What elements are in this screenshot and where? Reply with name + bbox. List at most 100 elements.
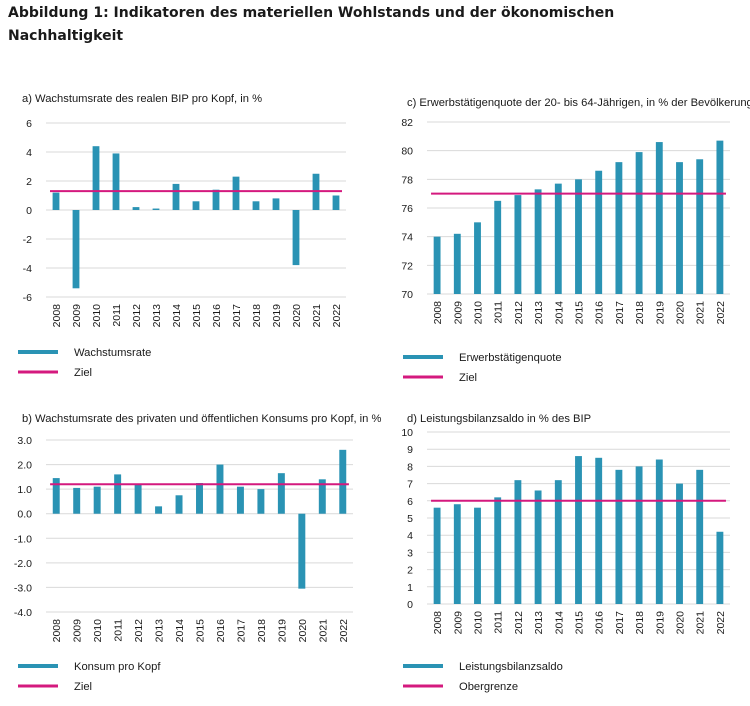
chart-c-title: c) Erwerbstätigenquote der 20- bis 64-Jä… — [407, 97, 750, 109]
legend-bar-label: Leistungsbilanzsaldo — [459, 661, 563, 673]
x-tick-label: 2018 — [634, 301, 646, 325]
bar-2009 — [72, 210, 80, 289]
x-tick-label: 2018 — [251, 304, 263, 328]
y-tick-label: -6 — [23, 292, 32, 304]
bar-2017 — [232, 176, 240, 210]
y-tick-label: 0 — [26, 205, 32, 217]
y-tick-label: 6 — [26, 118, 32, 130]
y-tick-label: 8 — [407, 461, 413, 473]
legend-line-label: Obergrenze — [459, 681, 518, 693]
chart-a-legend: Wachstumsrate Ziel — [18, 347, 151, 379]
x-tick-label: 2012 — [513, 301, 525, 325]
chart-a-title: a) Wachstumsrate des realen BIP pro Kopf… — [22, 93, 262, 105]
x-tick-label: 2009 — [72, 619, 84, 643]
bar-2020 — [292, 210, 300, 266]
y-tick-label: -2 — [23, 234, 32, 246]
bar-2010 — [474, 507, 481, 604]
x-tick-label: 2010 — [473, 611, 485, 635]
bar-2011 — [112, 153, 120, 210]
bar-2012 — [514, 480, 522, 604]
x-tick-label: 2021 — [695, 611, 707, 635]
bar-2009 — [453, 233, 461, 294]
y-tick-label: 1 — [407, 582, 413, 594]
bar-2015 — [575, 179, 582, 294]
bar-2008 — [52, 478, 60, 514]
bar-2011 — [494, 200, 502, 294]
x-tick-label: 2014 — [553, 611, 565, 635]
x-tick-label: 2011 — [111, 304, 123, 327]
bar-2014 — [554, 183, 562, 294]
bar-2013 — [534, 490, 542, 604]
y-tick-label: 72 — [401, 260, 413, 272]
x-tick-label: 2015 — [574, 611, 586, 635]
bar-2016 — [216, 464, 224, 514]
bar-2018 — [635, 466, 643, 604]
x-tick-label: 2015 — [574, 301, 586, 325]
x-tick-label: 2008 — [432, 301, 444, 325]
chart-a-panel: a) Wachstumsrate des realen BIP pro Kopf… — [18, 93, 346, 379]
y-tick-label: 2 — [407, 565, 413, 577]
y-tick-label: 2.0 — [17, 460, 32, 472]
bar-2014 — [175, 495, 183, 514]
chart-d-panel: d) Leistungsbilanzsaldo in % des BIP1098… — [401, 413, 730, 693]
x-tick-label: 2013 — [533, 301, 545, 325]
y-tick-label: 1.0 — [17, 484, 32, 496]
x-tick-label: 2012 — [133, 619, 145, 643]
y-tick-label: 10 — [401, 427, 413, 439]
x-tick-label: 2009 — [71, 304, 83, 328]
bar-2016 — [595, 457, 603, 604]
x-tick-label: 2017 — [614, 611, 626, 635]
y-tick-label: 4 — [26, 147, 32, 159]
bar-2013 — [152, 208, 160, 210]
bar-2021 — [696, 159, 704, 294]
legend-line-label: Ziel — [74, 367, 92, 379]
x-tick-label: 2019 — [276, 619, 288, 643]
chart-c-panel: c) Erwerbstätigenquote der 20- bis 64-Jä… — [401, 97, 750, 384]
bar-2017 — [236, 486, 244, 514]
x-tick-label: 2008 — [51, 619, 63, 643]
y-tick-label: 78 — [401, 174, 413, 186]
bar-2022 — [339, 449, 347, 514]
y-tick-label: -3.0 — [14, 582, 32, 594]
bar-2014 — [172, 183, 180, 210]
bar-2021 — [318, 479, 326, 514]
bar-2016 — [595, 170, 603, 294]
bar-2018 — [257, 489, 265, 514]
x-tick-label: 2010 — [473, 301, 485, 325]
chart-d-legend: Leistungsbilanzsaldo Obergrenze — [403, 661, 563, 693]
x-tick-label: 2009 — [452, 301, 464, 325]
legend-bar-label: Erwerbstätigenquote — [459, 352, 562, 364]
y-tick-label: 7 — [407, 479, 413, 491]
x-tick-label: 2010 — [92, 619, 104, 643]
y-tick-label: 5 — [407, 513, 413, 525]
x-tick-label: 2019 — [654, 301, 666, 325]
x-tick-label: 2021 — [695, 301, 707, 325]
y-tick-label: 80 — [401, 146, 413, 158]
legend-bar-label: Wachstumsrate — [74, 347, 151, 359]
x-tick-label: 2011 — [493, 611, 505, 634]
legend-line-label: Ziel — [459, 372, 477, 384]
y-tick-label: 74 — [401, 232, 413, 244]
x-tick-label: 2019 — [271, 304, 283, 328]
y-tick-label: 6 — [407, 496, 413, 508]
x-tick-label: 2015 — [191, 304, 203, 328]
y-tick-label: 3 — [407, 547, 413, 559]
x-tick-label: 2011 — [113, 619, 125, 642]
bar-2018 — [252, 201, 260, 210]
x-tick-label: 2015 — [195, 619, 207, 643]
x-tick-label: 2013 — [151, 304, 163, 328]
bar-2012 — [514, 195, 522, 294]
x-tick-label: 2012 — [513, 611, 525, 635]
x-tick-label: 2022 — [331, 304, 343, 328]
x-tick-label: 2021 — [311, 304, 323, 328]
x-tick-label: 2008 — [432, 611, 444, 635]
bar-2020 — [298, 513, 306, 589]
chart-d-title: d) Leistungsbilanzsaldo in % des BIP — [407, 413, 591, 425]
bar-2022 — [716, 140, 724, 294]
y-tick-label: -1.0 — [14, 533, 32, 545]
x-tick-label: 2008 — [51, 304, 63, 328]
x-tick-label: 2009 — [452, 611, 464, 635]
bar-2019 — [272, 198, 280, 210]
x-tick-label: 2011 — [493, 301, 505, 324]
bar-2017 — [615, 469, 623, 604]
